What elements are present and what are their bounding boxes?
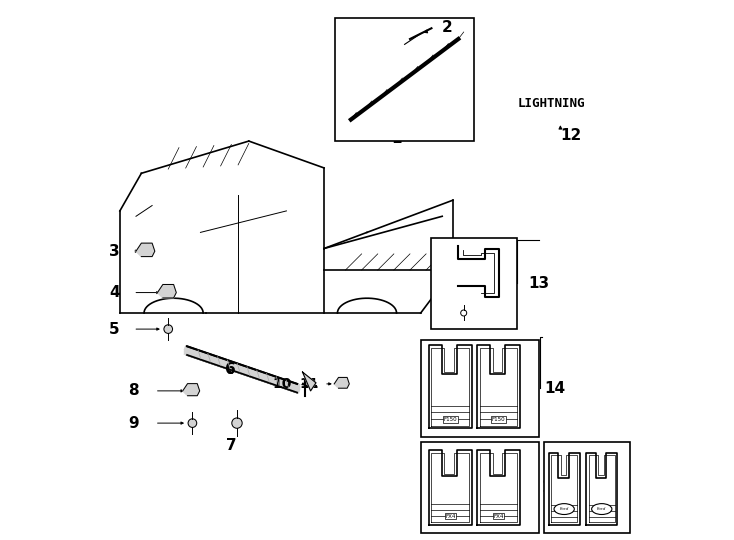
Text: 5: 5: [109, 322, 120, 336]
Text: F150: F150: [492, 417, 506, 422]
Text: LIGHTNING: LIGHTNING: [517, 97, 585, 110]
Text: 16: 16: [541, 480, 562, 495]
Bar: [432, 238, 517, 329]
Circle shape: [461, 310, 467, 316]
Text: F150: F150: [443, 417, 457, 422]
Text: 9: 9: [128, 416, 139, 430]
Text: 11: 11: [299, 377, 319, 391]
Bar: [335, 17, 474, 141]
Polygon shape: [586, 453, 617, 525]
Text: 6: 6: [225, 362, 236, 377]
Text: 8: 8: [128, 383, 139, 399]
Text: 2: 2: [442, 19, 453, 35]
Text: 15: 15: [592, 480, 613, 495]
Polygon shape: [429, 345, 472, 428]
Polygon shape: [477, 450, 520, 525]
Circle shape: [232, 418, 242, 428]
Bar: [421, 442, 539, 533]
Ellipse shape: [592, 504, 612, 515]
Polygon shape: [477, 345, 520, 428]
Text: FX4: FX4: [445, 514, 456, 519]
Polygon shape: [158, 285, 176, 298]
Text: Ford: Ford: [597, 507, 606, 511]
Bar: [421, 340, 539, 436]
Circle shape: [164, 325, 172, 333]
Bar: [545, 442, 631, 533]
Text: FX4: FX4: [493, 514, 504, 519]
Polygon shape: [334, 377, 349, 388]
Text: Ford: Ford: [559, 507, 569, 511]
Circle shape: [188, 419, 197, 427]
Polygon shape: [429, 450, 472, 525]
Text: 13: 13: [528, 276, 549, 291]
Text: 12: 12: [560, 128, 581, 143]
Text: 3: 3: [109, 244, 120, 259]
Polygon shape: [136, 243, 155, 256]
Polygon shape: [302, 372, 316, 391]
Ellipse shape: [554, 504, 574, 515]
Text: 1: 1: [391, 131, 401, 146]
Text: 14: 14: [545, 381, 565, 396]
Text: 10: 10: [272, 377, 292, 391]
Polygon shape: [548, 453, 580, 525]
Text: 7: 7: [226, 437, 237, 453]
Text: 4: 4: [109, 285, 120, 300]
Polygon shape: [183, 383, 200, 396]
